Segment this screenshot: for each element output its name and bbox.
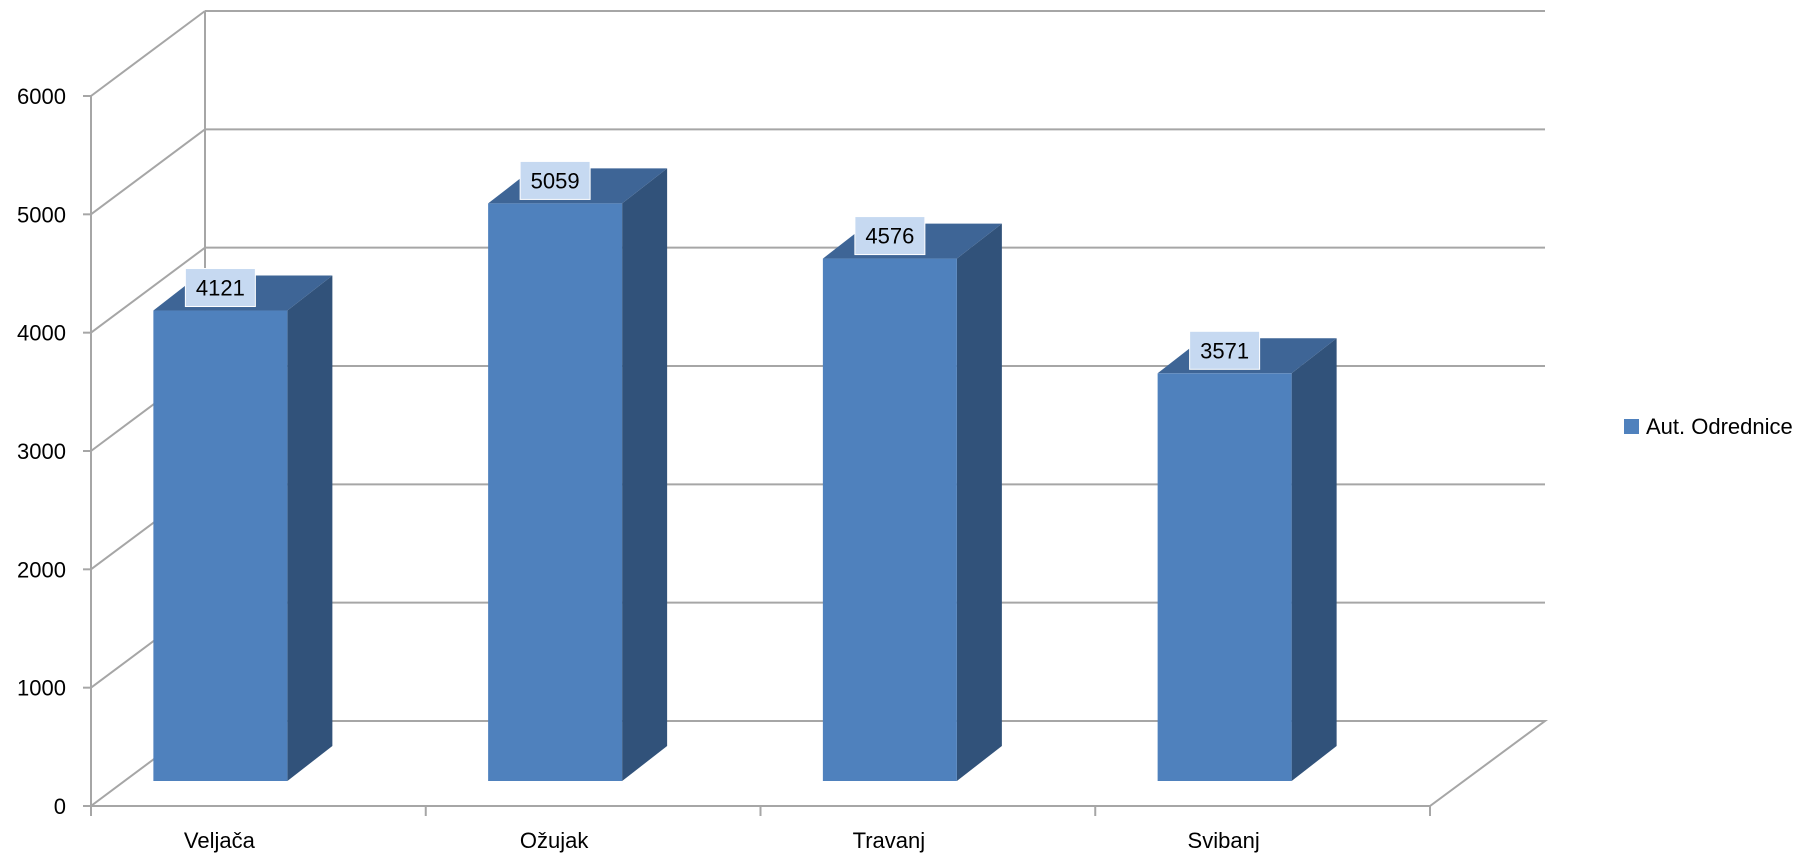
legend-label: Aut. Odrednice xyxy=(1646,414,1793,439)
bar: 4121 xyxy=(153,269,332,781)
y-tick-label: 2000 xyxy=(17,557,66,582)
bars-group: 4121 5059 4576 3571 xyxy=(153,161,1336,781)
data-label-text: 3571 xyxy=(1200,338,1249,363)
bar-side xyxy=(1292,338,1337,781)
y-tick-label: 1000 xyxy=(17,676,66,701)
x-category-label: Ožujak xyxy=(520,828,589,853)
x-axis-labels: Veljača Ožujak Travanj Svibanj xyxy=(91,806,1430,853)
bar-side xyxy=(287,276,332,781)
x-category-label: Travanj xyxy=(853,828,926,853)
data-label-text: 5059 xyxy=(531,168,580,193)
bar-side xyxy=(622,168,667,781)
bar: 5059 xyxy=(488,161,667,781)
y-tick-label: 5000 xyxy=(17,202,66,227)
bar-side xyxy=(957,224,1002,781)
bar: 4576 xyxy=(823,217,1002,781)
data-label: 4121 xyxy=(185,269,255,307)
gridline-diagonal xyxy=(91,11,205,96)
bar-front xyxy=(488,203,622,781)
x-category-label: Svibanj xyxy=(1188,828,1260,853)
bar-front xyxy=(823,259,957,781)
data-label-text: 4121 xyxy=(196,276,245,301)
x-category-label: Veljača xyxy=(184,828,256,853)
data-label: 4576 xyxy=(855,217,925,255)
y-tick-label: 4000 xyxy=(17,321,66,346)
legend-swatch xyxy=(1624,419,1639,434)
data-label: 3571 xyxy=(1190,331,1260,369)
data-label-text: 4576 xyxy=(865,224,914,249)
data-label: 5059 xyxy=(520,161,590,199)
legend: Aut. Odrednice xyxy=(1624,414,1793,439)
y-tick-label: 3000 xyxy=(17,439,66,464)
bar-front xyxy=(153,311,287,781)
bar: 3571 xyxy=(1158,331,1337,781)
y-tick-label: 6000 xyxy=(17,84,66,109)
gridline-diagonal xyxy=(91,129,205,214)
bar-front xyxy=(1158,373,1292,781)
y-axis-ticks: 0 1000 2000 3000 4000 5000 6000 xyxy=(17,84,91,819)
y-tick-label: 0 xyxy=(54,794,66,819)
